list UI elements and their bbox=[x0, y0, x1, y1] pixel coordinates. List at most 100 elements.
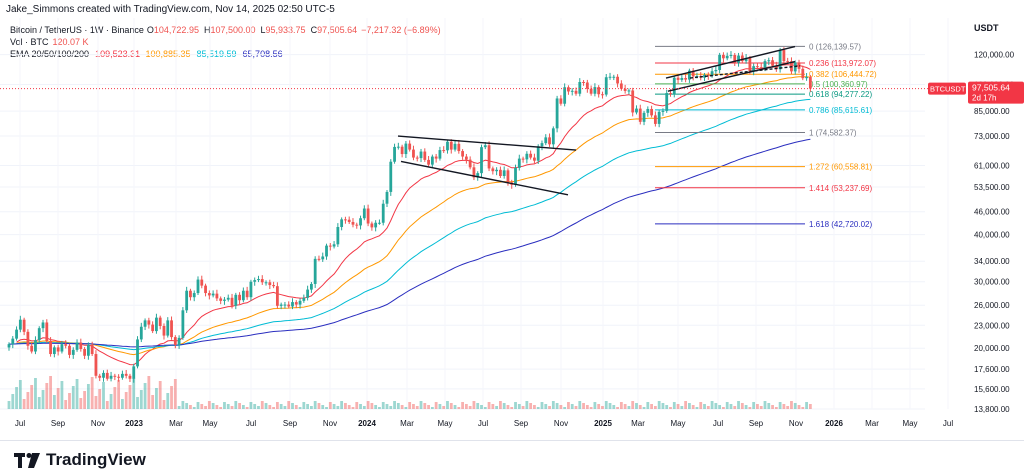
candle-body bbox=[49, 340, 52, 355]
candle-body bbox=[434, 156, 438, 159]
candle-body bbox=[37, 328, 41, 341]
trendlines[interactable] bbox=[397, 45, 801, 196]
volume-bar bbox=[782, 404, 786, 409]
volume-bar bbox=[275, 402, 279, 409]
tradingview-logo[interactable]: TradingView bbox=[14, 450, 146, 470]
volume-bar bbox=[147, 376, 151, 409]
volume-bar bbox=[98, 389, 102, 409]
volume-bar bbox=[423, 403, 427, 409]
volume-bar bbox=[310, 406, 313, 409]
volume-bar bbox=[714, 403, 718, 409]
volume-bar bbox=[86, 384, 90, 409]
price-axis[interactable]: 120,000.00100,000.0085,000.0073,000.0061… bbox=[0, 23, 1024, 414]
volume-bar bbox=[234, 401, 238, 409]
candle-body bbox=[808, 76, 812, 89]
candle-body bbox=[75, 342, 79, 350]
volume-bar bbox=[797, 405, 801, 409]
volume-bar bbox=[181, 401, 185, 409]
bar-countdown: 2d 17h bbox=[972, 94, 996, 103]
candle-body bbox=[109, 375, 113, 379]
volume-bar bbox=[317, 403, 321, 409]
time-axis[interactable]: Jul Sep Nov 2023 Mar May Jul Sep Nov 2024 Mar May Ju… bbox=[15, 419, 953, 428]
volume-bar bbox=[786, 406, 790, 409]
legend-ohlc-value-c: 97,505.64 bbox=[317, 25, 357, 35]
volume-bar bbox=[650, 404, 653, 409]
volume-bar bbox=[389, 406, 393, 409]
candle-body bbox=[378, 222, 381, 224]
candle-body bbox=[665, 93, 669, 111]
volume-bar bbox=[619, 402, 623, 409]
volume-bar bbox=[744, 405, 748, 409]
volume-bar bbox=[189, 405, 192, 409]
candle-body bbox=[499, 169, 502, 176]
candle-body bbox=[166, 320, 170, 336]
volume-bar bbox=[253, 404, 257, 409]
volume-bar bbox=[306, 404, 310, 409]
legend-ema-value-4: 65,708.56 bbox=[243, 49, 283, 59]
symbol-tag bbox=[928, 82, 966, 95]
candle-body bbox=[86, 344, 90, 356]
volume-bar bbox=[495, 406, 499, 409]
candle-body bbox=[797, 62, 801, 69]
x-tick-label: Jul bbox=[246, 419, 256, 428]
candle-body bbox=[204, 285, 207, 294]
volume-bar bbox=[752, 402, 756, 409]
ema-100-line bbox=[8, 98, 811, 351]
volume-bar bbox=[60, 381, 64, 409]
candle-body bbox=[548, 137, 551, 145]
candle-body bbox=[495, 169, 499, 172]
volume-bar bbox=[710, 401, 714, 409]
last-price-value: 97,505.64 bbox=[972, 83, 1010, 93]
candle-body bbox=[30, 345, 34, 352]
ema-50-line bbox=[16, 76, 811, 356]
candle-body bbox=[733, 54, 737, 63]
volume-bar bbox=[374, 405, 378, 409]
volume-bar bbox=[260, 401, 264, 409]
ema-lines bbox=[8, 64, 811, 366]
volume-bar bbox=[11, 394, 15, 409]
volume-bar bbox=[767, 403, 771, 409]
candle-body bbox=[529, 153, 533, 158]
candle-body bbox=[574, 90, 578, 94]
x-tick-label: Jul bbox=[478, 419, 488, 428]
volume-bar bbox=[90, 377, 94, 409]
x-tick-label: May bbox=[202, 419, 217, 428]
volume-bar bbox=[623, 404, 627, 409]
candle-body bbox=[676, 77, 680, 80]
candle-body bbox=[226, 297, 230, 300]
candle-body bbox=[287, 304, 291, 307]
volume-bar bbox=[740, 403, 744, 409]
candle-body bbox=[241, 290, 245, 301]
candle-body bbox=[102, 372, 105, 378]
candle-body bbox=[551, 128, 555, 145]
x-tick-label: Nov bbox=[554, 419, 568, 428]
volume-bar bbox=[449, 403, 453, 409]
volume-bar bbox=[457, 407, 461, 409]
price-chart[interactable]: Bitcoin / TetherUS · 1W · BinanceO104,72… bbox=[0, 0, 1024, 440]
candle-body bbox=[249, 281, 253, 298]
x-tick-label: May bbox=[437, 419, 452, 428]
candle-body bbox=[385, 191, 389, 204]
volume-bar bbox=[279, 404, 283, 409]
volume-bar bbox=[215, 405, 219, 409]
volume-bar bbox=[359, 404, 362, 409]
volume-bar bbox=[139, 390, 143, 409]
candle-body bbox=[517, 158, 521, 168]
volume-bar bbox=[192, 407, 196, 409]
chart-footer: TradingView bbox=[0, 440, 1024, 474]
candle-body bbox=[90, 344, 94, 355]
candle-body bbox=[366, 208, 370, 224]
volume-bar bbox=[207, 401, 211, 409]
candle-body bbox=[68, 345, 71, 355]
volume-bar bbox=[49, 376, 52, 409]
fib-level-label: 1.414 (53,237.69) bbox=[809, 184, 872, 193]
candle-body bbox=[646, 108, 650, 113]
candle-body bbox=[555, 98, 559, 129]
volume-bar bbox=[563, 407, 567, 409]
y-tick-label: 46,000.00 bbox=[974, 208, 1010, 217]
candle-body bbox=[725, 55, 729, 59]
volume-bar bbox=[162, 400, 166, 409]
volume-bar bbox=[604, 401, 608, 409]
candle-body bbox=[669, 93, 672, 95]
volume-bar bbox=[548, 406, 551, 409]
